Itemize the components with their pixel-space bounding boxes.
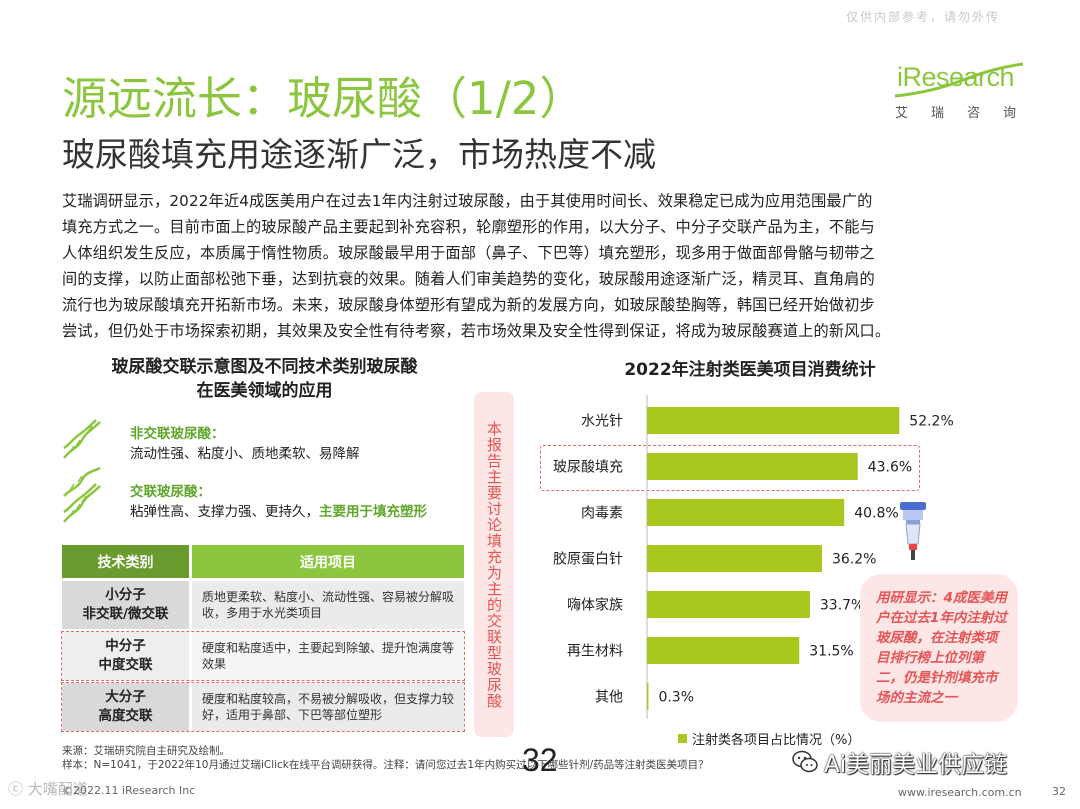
vertical-scope-note: 本报告主要讨论填充为主的交联型玻尿酸 <box>474 392 514 737</box>
body-paragraph: 艾瑞调研显示，2022年近4成医美用户在过去1年内注射过玻尿酸，由于其使用时间长… <box>62 188 1030 344</box>
category-label: 胶原蛋白针 <box>553 551 623 568</box>
body-line: 艾瑞调研显示，2022年近4成医美用户在过去1年内注射过玻尿酸，由于其使用时间长… <box>62 192 873 210</box>
table-cell-application: 硬度和粘度较高，不易被分解吸收，但支撑力较好，适用于鼻部、下巴等部位塑形 <box>192 683 464 731</box>
chart-legend: 注射类各项目占比情况（%） <box>678 729 860 748</box>
crosslink-desc: 粘弹性高、支撑力强、更持久，主要用于填充塑形 <box>130 501 427 523</box>
injection-bar-chart: 水光针 52.2% 玻尿酸填充 43.6% 肉毒素 40.8% 胶原蛋白针 36.2% 嗨体家族… <box>530 395 954 725</box>
wechat-icon <box>792 750 818 773</box>
category-type: 非交联/微交联 <box>82 606 169 622</box>
category-label: 再生材料 <box>567 644 623 660</box>
vial-icon <box>900 502 926 560</box>
source-footnote: 来源：艾瑞研究院自主研究及绘制。 样本：N=1041，于2022年10月通过艾瑞… <box>62 744 709 772</box>
non-crosslink-title: 非交联玻尿酸： <box>130 426 225 442</box>
page-number: 32 <box>1052 785 1066 798</box>
table-cell-application: 硬度和粘度适中，主要起到除皱、提升饱满度等效果 <box>192 632 464 680</box>
table-cell-category: 大分子 高度交联 <box>62 683 189 731</box>
table-header-application: 适用项目 <box>192 545 464 578</box>
page-title: 源远流长：玻尿酸（1/2） <box>62 72 585 125</box>
chart-highlight-box <box>540 445 920 491</box>
website-url: www.iresearch.com.cn <box>898 786 1022 799</box>
body-line: 间的支撑，以防止面部松弛下垂，达到抗衰的效果。随着人们审美趋势的变化，玻尿酸用途… <box>62 270 875 288</box>
table-row-highlighted: 中分子 中度交联 硬度和粘度适中，主要起到除皱、提升饱满度等效果 <box>61 631 465 681</box>
bar <box>647 683 649 710</box>
body-line: 人体组织发生反应，本质属于惰性物质。玻尿酸最早用于面部（鼻子、下巴等）填充塑形，… <box>62 244 875 262</box>
body-line: 填充方式之一。目前市面上的玻尿酸产品主要起到补充容积，轮廓塑形的作用，以大分子、… <box>62 218 875 236</box>
bar-chart-svg: 水光针 52.2% 玻尿酸填充 43.6% 肉毒素 40.8% 胶原蛋白针 36.2% 嗨体家族… <box>553 395 954 719</box>
body-line: 流行也为玻尿酸填充开拓新市场。未来，玻尿酸身体塑形有望成为新的发展方向，如玻尿酸… <box>62 296 875 314</box>
copyright: ©2022.11 iResearch Inc <box>62 784 196 797</box>
wechat-channel-watermark: Ai美丽美业供应链 <box>792 745 1007 779</box>
bar <box>647 453 858 480</box>
logo-word: iResearch <box>897 62 1015 92</box>
category-name: 中分子 <box>105 638 146 654</box>
logo-subtitle: 艾瑞咨询 <box>895 106 1040 121</box>
bar-value-label: 31.5% <box>809 644 853 660</box>
table-cell-category: 小分子 非交联/微交联 <box>62 581 189 629</box>
category-name: 小分子 <box>105 587 146 603</box>
body-line: 尝试，但仍处于市场探索初期，其效果及安全性有待考察，若市场效果及安全性得到保证，… <box>62 322 891 340</box>
bar <box>647 591 810 618</box>
bar-value-label: 33.7% <box>820 598 864 614</box>
bar-value-label: 43.6% <box>868 460 912 476</box>
page-number-overlay: 32 <box>522 742 558 778</box>
bar <box>647 637 800 664</box>
legend-label: 注射类各项目占比情况（%） <box>692 733 861 748</box>
tech-category-table: 技术类别 适用项目 小分子 非交联/微交联 质地更柔软、粘度小、流动性强、容易被… <box>61 545 465 732</box>
legend-swatch <box>678 734 687 743</box>
crosslink-title: 交联玻尿酸： <box>130 484 211 500</box>
crosslink-item: 交联玻尿酸： 粘弹性高、支撑力强、更持久，主要用于填充塑形 <box>130 483 427 523</box>
category-name: 大分子 <box>105 689 146 705</box>
bar <box>647 407 900 434</box>
crosslink-desc-text: 粘弹性高、支撑力强、更持久， <box>130 504 319 520</box>
crosslinked-helix-icon <box>63 466 101 523</box>
iresearch-logo: iResearch 艾瑞咨询 <box>893 62 1025 122</box>
bar-value-label: 40.8% <box>854 506 898 522</box>
crosslink-highlight: 主要用于填充塑形 <box>319 504 427 520</box>
left-section-heading: 玻尿酸交联示意图及不同技术类别玻尿酸 在医美领域的应用 <box>62 355 467 403</box>
logo-swoosh-icon <box>894 62 1024 98</box>
table-header: 技术类别 适用项目 <box>62 545 464 578</box>
dna-helix-icon <box>63 419 101 459</box>
chart-title: 2022年注射类医美项目消费统计 <box>624 360 876 380</box>
category-type: 中度交联 <box>98 657 153 673</box>
table-cell-category: 中分子 中度交联 <box>62 632 189 680</box>
bar-value-label: 36.2% <box>832 552 876 568</box>
bar <box>647 499 845 526</box>
non-crosslink-desc: 流动性强、粘度小、质地柔软、易降解 <box>130 446 360 462</box>
footnote-source: 来源：艾瑞研究院自主研究及绘制。 <box>62 745 230 757</box>
table-cell-application: 质地更柔软、粘度小、流动性强、容易被分解吸收，多用于水光类项目 <box>192 581 464 629</box>
channel-name: Ai美丽美业供应链 <box>824 752 1008 778</box>
category-label: 水光针 <box>581 414 623 430</box>
footnote-sample: 样本：N=1041，于2022年10月通过艾瑞iClick在线平台调研获得。注释… <box>62 759 709 771</box>
internal-watermark: 仅供内部参考，请勿外传 <box>846 10 1001 24</box>
table-row: 小分子 非交联/微交联 质地更柔软、粘度小、流动性强、容易被分解吸收，多用于水光… <box>62 581 464 629</box>
category-label: 其他 <box>595 690 623 706</box>
research-callout: 用研显示：4成医美用户在过去1年内注射过玻尿酸，在注射类项目排行榜上位列第二，仍… <box>860 574 1018 722</box>
bar <box>647 545 822 572</box>
bar-value-label: 52.2% <box>909 414 953 430</box>
left-heading-line: 在医美领域的应用 <box>196 381 333 401</box>
left-heading-line: 玻尿酸交联示意图及不同技术类别玻尿酸 <box>111 357 418 377</box>
table-header-category: 技术类别 <box>62 545 189 578</box>
corner-watermark: ⓒ 大嘴配道 <box>8 780 88 798</box>
bar-value-label: 0.3% <box>658 690 694 706</box>
category-label: 肉毒素 <box>581 506 623 522</box>
table-row-highlighted: 大分子 高度交联 硬度和粘度较高，不易被分解吸收，但支撑力较好，适用于鼻部、下巴… <box>61 682 465 732</box>
non-crosslink-item: 非交联玻尿酸： 流动性强、粘度小、质地柔软、易降解 <box>130 425 360 465</box>
category-label: 嗨体家族 <box>567 597 623 614</box>
page-subtitle: 玻尿酸填充用途逐渐广泛，市场热度不减 <box>62 135 656 174</box>
category-label: 玻尿酸填充 <box>553 460 623 476</box>
category-type: 高度交联 <box>98 708 153 724</box>
